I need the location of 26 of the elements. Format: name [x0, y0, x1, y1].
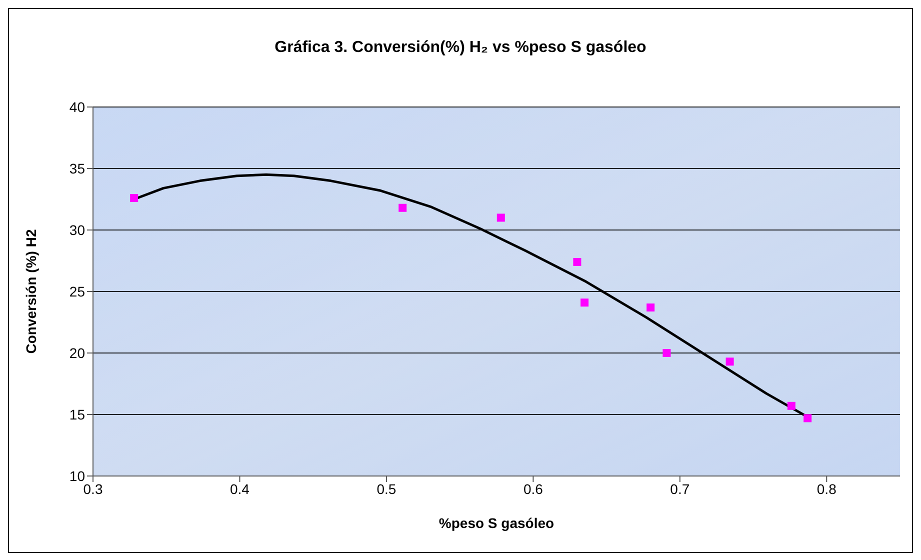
y-tick-label: 35: [69, 160, 86, 176]
y-tick-label: 40: [69, 98, 86, 115]
y-tick-label: 25: [69, 283, 86, 300]
x-tick-label: 0.3: [83, 480, 103, 497]
point: [804, 414, 812, 422]
x-tick-label: 0.4: [230, 480, 250, 497]
point: [573, 258, 582, 266]
point: [787, 402, 796, 410]
y-tick-label: 10: [69, 468, 86, 484]
x-tick-label: 0.5: [376, 480, 396, 497]
y-tick-label: 30: [69, 222, 86, 238]
x-tick-label: 0.8: [816, 480, 837, 497]
point: [580, 298, 589, 307]
x-tick-label: 0.7: [670, 480, 690, 497]
y-tick-label: 15: [69, 406, 86, 422]
x-axis-title: %peso S gasóleo: [438, 515, 554, 531]
x-tick-label: 0.6: [523, 480, 544, 497]
y-axis-title: Conversión (%) H2: [22, 229, 39, 354]
chart-title: Gráfica 3. Conversión(%) H₂ vs %peso S gasóleo: [274, 39, 648, 57]
point: [646, 303, 655, 312]
point: [398, 204, 407, 212]
point: [130, 194, 138, 202]
y-tick-label: 20: [69, 344, 86, 361]
point: [662, 349, 671, 357]
point: [496, 214, 505, 222]
point: [726, 358, 734, 366]
